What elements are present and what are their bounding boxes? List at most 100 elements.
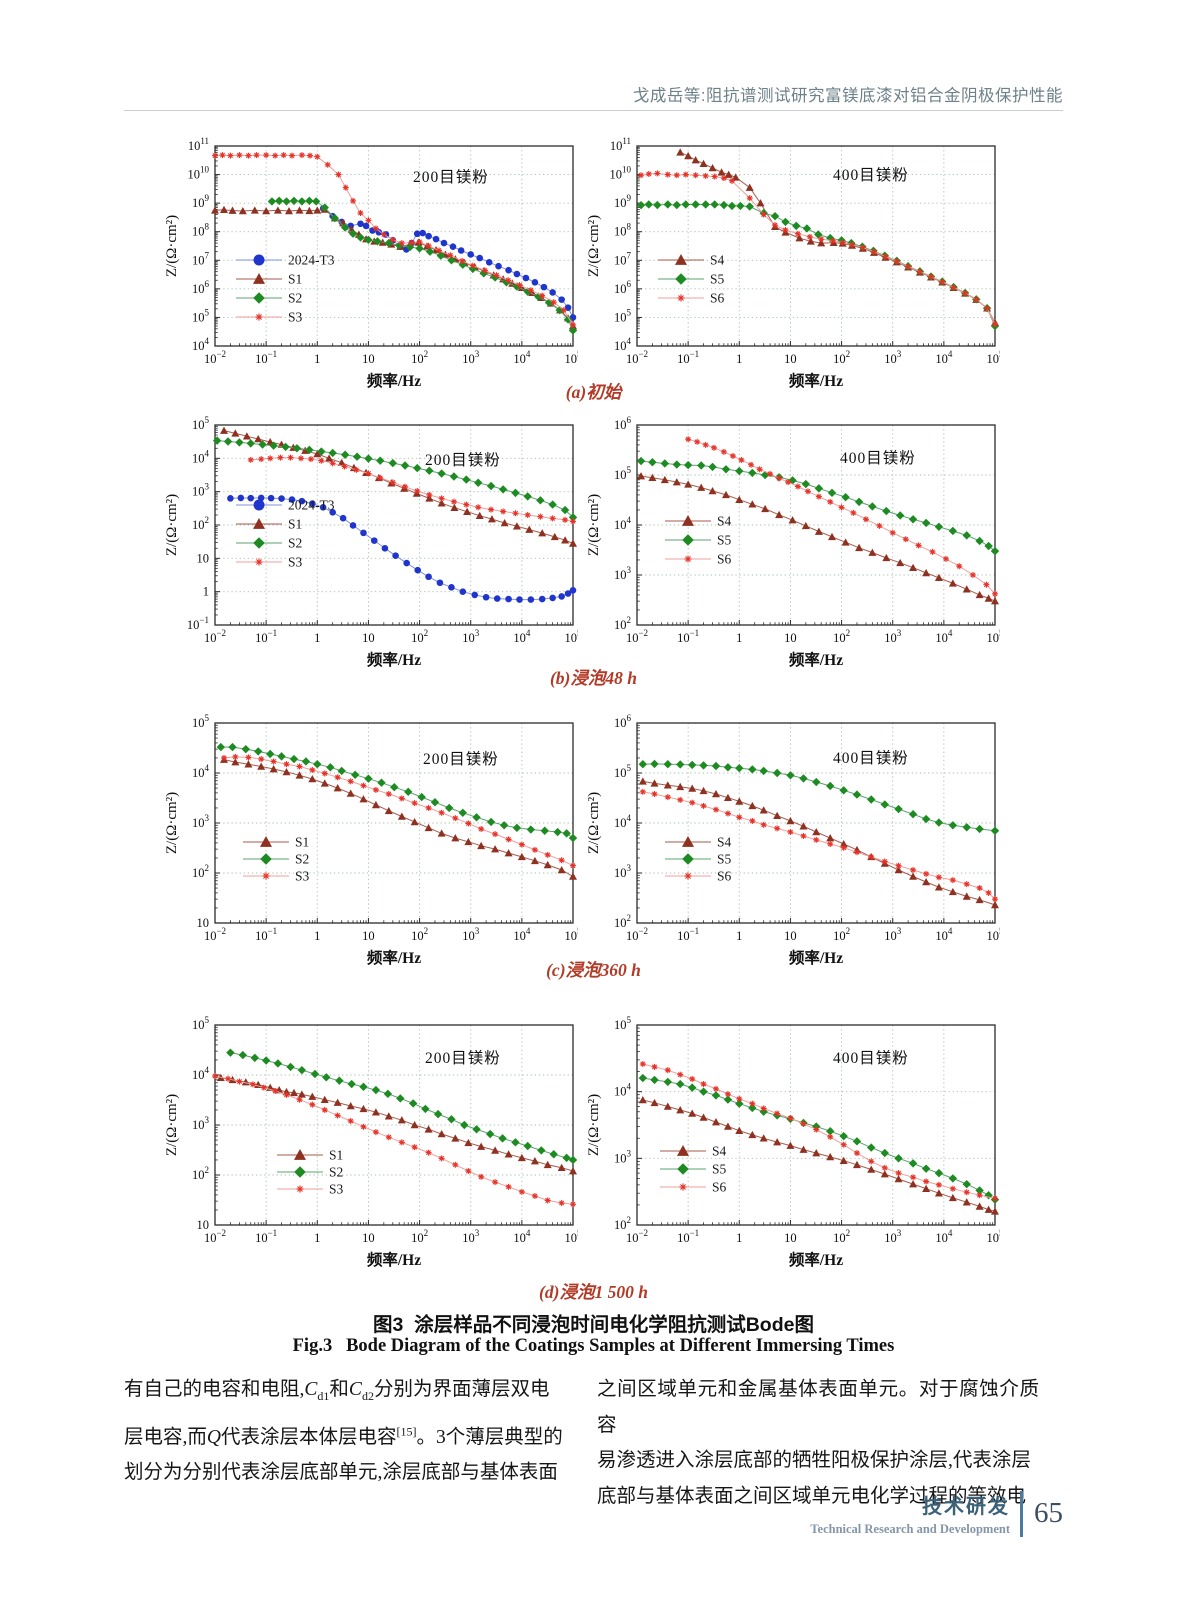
svg-text:频率/Hz: 频率/Hz <box>789 371 843 390</box>
page-number: 65 <box>1034 1497 1063 1529</box>
bode-chart-1500h-400mesh: 10−2 10−1 1 10 102 103 104 105 102 103 104 105 Z/(Ω·… <box>585 1013 1004 1271</box>
svg-text:S3: S3 <box>288 310 303 325</box>
row-caption-c: (c)浸泡360 h <box>546 960 641 980</box>
svg-text:103: 103 <box>614 863 632 880</box>
svg-text:104: 104 <box>614 1082 632 1099</box>
svg-text:S4: S4 <box>710 253 725 268</box>
svg-text:S2: S2 <box>329 1165 343 1180</box>
footer-section-en: Technical Research and Development <box>810 1522 1010 1536</box>
bode-chart-48h-200mesh: 10−210−111010210310410510−11101021031041… <box>163 413 582 671</box>
svg-text:106: 106 <box>192 279 210 296</box>
body-line: 易渗透进入涂层底部的牺牲阳极保护涂层,代表涂层 <box>597 1450 1031 1471</box>
svg-text:频率/Hz: 频率/Hz <box>367 948 421 967</box>
svg-text:10−2: 10−2 <box>204 1228 226 1245</box>
svg-text:103: 103 <box>462 628 480 645</box>
svg-text:102: 102 <box>411 1228 428 1245</box>
svg-text:10: 10 <box>362 1231 375 1245</box>
footer-divider-bar <box>1020 1490 1023 1537</box>
svg-text:105: 105 <box>614 763 632 780</box>
body-line: 有自己的电容和电阻,Cd1和Cd2分别为界面薄层双电 <box>124 1379 550 1403</box>
svg-text:Z/(Ω·cm²): Z/(Ω·cm²) <box>586 494 602 556</box>
svg-text:S6: S6 <box>712 1180 727 1195</box>
svg-text:1010: 1010 <box>610 165 632 182</box>
svg-text:104: 104 <box>192 336 210 353</box>
svg-text:103: 103 <box>192 813 210 830</box>
bode-chart-initial-200mesh: 10−2 10−1 1 10 102 103 104 105 104 105 106 107 108 10… <box>163 134 582 392</box>
svg-text:S1: S1 <box>288 517 302 532</box>
body-text-left-column: 有自己的电容和电阻,Cd1和Cd2分别为界面薄层双电 层电容,而Q代表涂层本体层… <box>124 1372 566 1491</box>
svg-text:S1: S1 <box>329 1148 343 1163</box>
svg-text:频率/Hz: 频率/Hz <box>789 1250 843 1269</box>
svg-text:S3: S3 <box>329 1182 344 1197</box>
svg-text:104: 104 <box>935 349 953 366</box>
svg-text:1: 1 <box>314 1231 320 1245</box>
svg-text:400目镁粉: 400目镁粉 <box>833 749 909 767</box>
svg-text:S6: S6 <box>717 869 732 884</box>
svg-text:105: 105 <box>565 1228 579 1245</box>
svg-text:10: 10 <box>362 929 375 943</box>
svg-text:S2: S2 <box>295 852 309 867</box>
svg-text:105: 105 <box>614 307 632 324</box>
footer-section-cn: 技术研发 <box>922 1496 1010 1518</box>
svg-text:Z/(Ω·cm²): Z/(Ω·cm²) <box>586 792 602 854</box>
svg-text:Z/(Ω·cm²): Z/(Ω·cm²) <box>164 215 180 277</box>
svg-text:105: 105 <box>192 1015 210 1032</box>
bode-plot-48h-400mesh: 10−2 10−1 1 10 102 103 104 105 102 103 104 105 106 Z/… <box>586 415 1004 669</box>
svg-text:10−1: 10−1 <box>677 628 699 645</box>
bode-plot-initial-400mesh: 10−2 10−1 1 10 102 103 104 105 104 105 106 107 108 10… <box>586 136 1004 390</box>
svg-text:104: 104 <box>935 926 953 943</box>
svg-text:S6: S6 <box>717 552 732 567</box>
svg-text:1: 1 <box>314 929 320 943</box>
svg-text:1: 1 <box>736 352 742 366</box>
svg-text:102: 102 <box>833 349 850 366</box>
svg-text:102: 102 <box>833 628 850 645</box>
svg-text:频率/Hz: 频率/Hz <box>789 948 843 967</box>
svg-text:10−2: 10−2 <box>626 1228 648 1245</box>
body-line: 之间区域单元和金属基体表面单元。对于腐蚀介质容 <box>597 1379 1039 1436</box>
svg-text:400目镁粉: 400目镁粉 <box>840 449 916 467</box>
svg-text:104: 104 <box>192 1065 210 1082</box>
svg-text:10: 10 <box>362 631 375 645</box>
bode-chart-initial-400mesh: 10−2 10−1 1 10 102 103 104 105 104 105 106 107 108 10… <box>585 134 1004 392</box>
svg-text:10−1: 10−1 <box>187 615 209 632</box>
svg-text:10−2: 10−2 <box>626 349 648 366</box>
svg-text:103: 103 <box>614 565 632 582</box>
bode-plot-1500h-400mesh: 10−2 10−1 1 10 102 103 104 105 102 103 104 105 Z/(Ω·… <box>586 1015 1004 1269</box>
svg-text:104: 104 <box>192 448 210 465</box>
svg-text:103: 103 <box>884 349 902 366</box>
svg-text:104: 104 <box>614 813 632 830</box>
svg-text:Z/(Ω·cm²): Z/(Ω·cm²) <box>164 792 180 854</box>
svg-text:102: 102 <box>614 615 631 632</box>
svg-text:10: 10 <box>784 929 797 943</box>
svg-text:1: 1 <box>203 585 209 599</box>
svg-text:10−2: 10−2 <box>626 926 648 943</box>
svg-text:频率/Hz: 频率/Hz <box>789 650 843 669</box>
page-footer: 技术研发 Technical Research and Development … <box>810 1490 1063 1537</box>
bode-chart-360h-200mesh: 10−2 10−1 1 10 102 103 104 105 10 102 103 104 105 Z/(… <box>163 711 582 969</box>
svg-text:10: 10 <box>784 352 797 366</box>
svg-text:10−2: 10−2 <box>204 628 226 645</box>
svg-text:1011: 1011 <box>610 136 631 153</box>
svg-text:10−1: 10−1 <box>255 349 277 366</box>
svg-text:10−2: 10−2 <box>626 628 648 645</box>
svg-text:106: 106 <box>614 415 632 432</box>
svg-text:10−1: 10−1 <box>255 628 277 645</box>
svg-text:105: 105 <box>192 307 210 324</box>
body-line: 底部与基体表面之间区域单元电化学过程的等效电 <box>597 1485 1027 1507</box>
svg-text:1: 1 <box>314 352 320 366</box>
svg-text:200目镁粉: 200目镁粉 <box>425 451 501 469</box>
svg-text:104: 104 <box>513 1228 531 1245</box>
svg-text:102: 102 <box>192 515 209 532</box>
svg-text:104: 104 <box>513 628 531 645</box>
svg-text:103: 103 <box>192 1115 210 1132</box>
bode-plot-initial-200mesh: 10−2 10−1 1 10 102 103 104 105 104 105 106 107 108 10… <box>164 136 582 390</box>
figure-caption-cn: 图3 涂层样品不同浸泡时间电化学阻抗测试Bode图 <box>373 1314 814 1336</box>
svg-text:频率/Hz: 频率/Hz <box>367 1250 421 1269</box>
svg-text:105: 105 <box>987 349 1001 366</box>
svg-text:1: 1 <box>736 929 742 943</box>
svg-text:S3: S3 <box>295 869 310 884</box>
svg-text:10: 10 <box>784 1231 797 1245</box>
svg-text:104: 104 <box>192 763 210 780</box>
svg-text:S1: S1 <box>295 835 309 850</box>
svg-text:10−1: 10−1 <box>677 349 699 366</box>
